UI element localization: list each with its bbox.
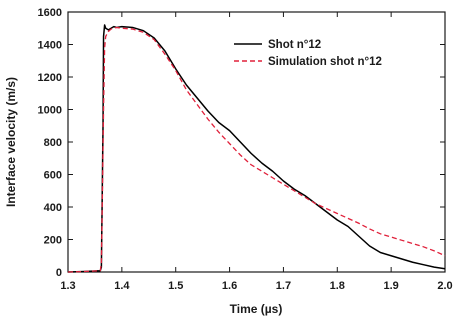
x-tick-label: 1.9: [383, 280, 398, 292]
x-tick-label: 1.6: [222, 280, 237, 292]
series-line-simulation: [67, 26, 446, 273]
x-tick-label: 1.8: [330, 280, 345, 292]
x-axis-title: Time (µs): [230, 302, 283, 316]
x-tick-label: 1.3: [60, 280, 75, 292]
x-tick-label: 1.4: [114, 280, 130, 292]
y-tick-label: 1200: [38, 72, 62, 84]
x-tick-label: 1.5: [168, 280, 183, 292]
y-axis-title: Interface velocity (m/s): [4, 77, 18, 207]
legend-label-shot: Shot n°12: [268, 39, 321, 51]
y-tick-label: 600: [44, 170, 62, 182]
plot-frame: [67, 11, 446, 273]
legend-label-simulation: Simulation shot n°12: [268, 56, 382, 68]
legend: Shot n°12 Simulation shot n°12: [234, 39, 382, 68]
series-layer: [67, 24, 446, 273]
x-axis-ticks: 1.3 1.4 1.5 1.6 1.7 1.8 1.9 2.0: [60, 12, 453, 292]
y-tick-label: 0: [56, 267, 62, 279]
series-line-shot: [67, 24, 446, 273]
y-axis-ticks: 0 200 400 600 800 1000 1200 1400 1600: [38, 7, 445, 279]
y-tick-label: 1000: [38, 105, 62, 117]
plot-area-border: [67, 11, 446, 273]
x-tick-label: 2.0: [437, 280, 452, 292]
y-tick-label: 400: [44, 202, 62, 214]
y-tick-label: 800: [44, 137, 62, 149]
x-tick-label: 1.7: [276, 280, 291, 292]
y-tick-label: 1400: [38, 40, 62, 52]
y-tick-label: 1600: [38, 7, 62, 19]
y-tick-label: 200: [44, 235, 62, 247]
